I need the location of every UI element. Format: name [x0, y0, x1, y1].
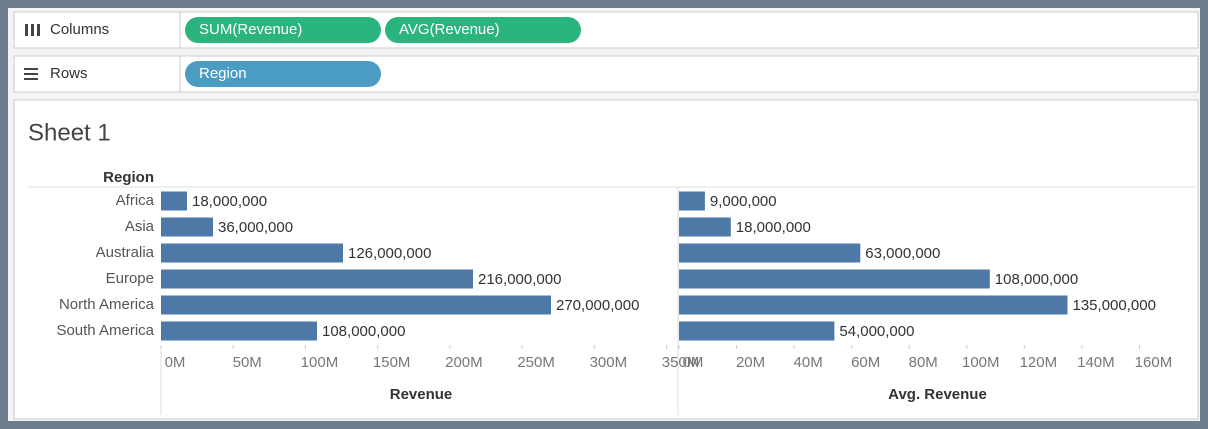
x-tick-label: 300M — [590, 354, 628, 371]
value-label: 216,000,000 — [478, 271, 561, 288]
x-tick-label: 40M — [794, 354, 823, 371]
value-label: 9,000,000 — [710, 193, 777, 210]
row-label: Australia — [96, 244, 155, 261]
shelf-label: Rows — [50, 65, 88, 82]
row-label: North America — [59, 296, 155, 313]
x-tick-label: 20M — [736, 354, 765, 371]
x-tick-label: 80M — [909, 354, 938, 371]
pill-label: AVG(Revenue) — [399, 21, 500, 38]
bar — [161, 321, 317, 341]
x-tick-label: 350M — [662, 354, 700, 371]
bar — [679, 295, 1068, 315]
bar — [679, 321, 835, 341]
x-tick-label: 50M — [233, 354, 262, 371]
x-tick-label: 0M — [165, 354, 186, 371]
x-tick-label: 0M — [683, 354, 704, 371]
x-tick-label: 140M — [1077, 354, 1115, 371]
pill[interactable] — [385, 17, 581, 43]
pill-label: SUM(Revenue) — [199, 21, 302, 38]
x-tick-label: 250M — [517, 354, 555, 371]
x-tick-label: 160M — [1135, 354, 1173, 371]
bar — [161, 269, 473, 289]
row-label: Africa — [116, 192, 155, 209]
bar — [679, 191, 705, 211]
x-tick-label: 100M — [962, 354, 1000, 371]
row-label: Asia — [125, 218, 155, 235]
x-tick-label: 100M — [301, 354, 339, 371]
value-label: 135,000,000 — [1073, 297, 1156, 314]
axis-title: Revenue — [390, 386, 453, 403]
value-label: 18,000,000 — [736, 219, 811, 236]
pill[interactable] — [185, 17, 381, 43]
axis-title: Avg. Revenue — [888, 386, 987, 403]
bar — [679, 269, 990, 289]
x-tick-label: 60M — [851, 354, 880, 371]
rows-icon — [24, 68, 38, 80]
shelf-label: Columns — [50, 21, 109, 38]
value-label: 126,000,000 — [348, 245, 431, 262]
value-label: 108,000,000 — [322, 323, 405, 340]
value-label: 270,000,000 — [556, 297, 639, 314]
value-label: 18,000,000 — [192, 193, 267, 210]
value-label: 36,000,000 — [218, 219, 293, 236]
x-tick-label: 150M — [373, 354, 411, 371]
value-label: 63,000,000 — [865, 245, 940, 262]
columns-icon — [25, 24, 40, 36]
bar — [161, 295, 551, 315]
pill[interactable] — [185, 61, 381, 87]
bar — [161, 243, 343, 263]
x-tick-label: 120M — [1020, 354, 1058, 371]
bar — [679, 217, 731, 237]
value-label: 54,000,000 — [839, 323, 914, 340]
x-tick-label: 200M — [445, 354, 483, 371]
row-label: South America — [56, 322, 154, 339]
pill-label: Region — [199, 65, 247, 82]
row-label: Europe — [106, 270, 154, 287]
sheet-title: Sheet 1 — [28, 119, 111, 146]
bar — [679, 243, 861, 263]
row-header: Region — [103, 169, 154, 186]
bar — [161, 191, 187, 211]
bar — [161, 217, 213, 237]
value-label: 108,000,000 — [995, 271, 1078, 288]
